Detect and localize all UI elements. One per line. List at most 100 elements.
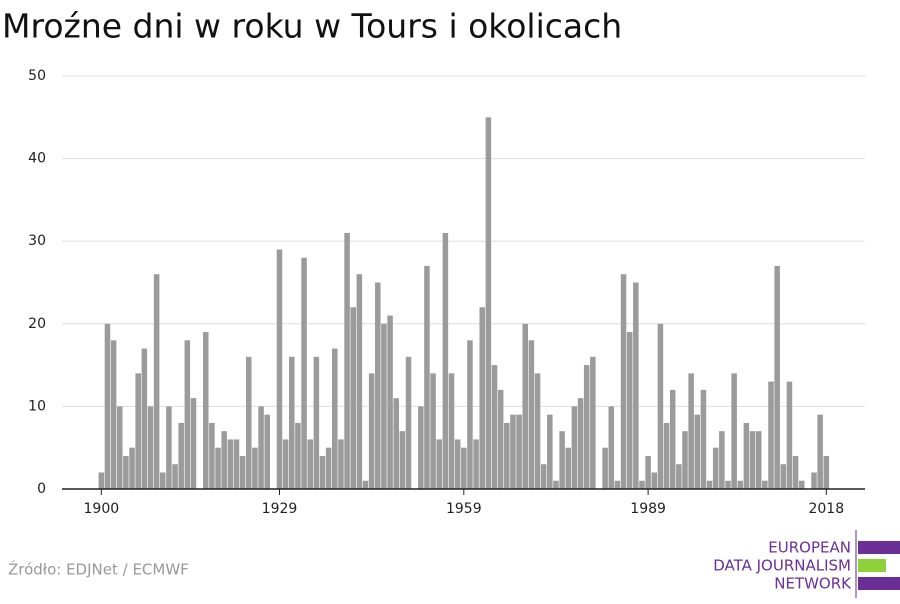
bar — [215, 447, 221, 489]
bar — [276, 249, 283, 489]
bar — [430, 373, 436, 489]
bar — [669, 389, 676, 489]
bar — [577, 398, 584, 489]
bar — [221, 431, 227, 489]
bar — [614, 480, 621, 489]
bar — [252, 447, 258, 489]
y-tick-label: 40 — [28, 151, 46, 167]
bar — [301, 257, 307, 489]
bar — [768, 381, 774, 489]
bar — [522, 323, 529, 489]
bar — [178, 422, 184, 489]
bar — [467, 340, 473, 489]
bar — [583, 365, 590, 489]
y-tick-label: 10 — [28, 398, 46, 414]
bar — [602, 447, 608, 489]
logo-text: EUROPEAN — [768, 539, 851, 557]
bar — [663, 422, 670, 489]
bar — [141, 348, 148, 489]
bar — [375, 282, 381, 489]
bar — [319, 455, 326, 489]
bar — [762, 480, 768, 489]
logo-bar — [858, 559, 886, 572]
chart-title: Mroźne dni w roku w Tours i okolicach — [2, 7, 622, 46]
bar — [448, 373, 455, 489]
bar — [571, 406, 578, 489]
bar — [755, 431, 762, 489]
bar — [344, 232, 350, 489]
bar — [473, 439, 479, 489]
y-tick-label: 20 — [28, 316, 46, 332]
y-tick-label: 30 — [28, 233, 46, 249]
bar — [712, 447, 719, 489]
bar — [424, 265, 430, 489]
bar — [454, 439, 461, 489]
bar — [657, 323, 664, 489]
bar — [356, 274, 363, 489]
bar — [282, 439, 289, 489]
bar — [381, 323, 387, 489]
bar — [332, 348, 338, 489]
bar — [510, 414, 516, 489]
bar — [159, 472, 166, 489]
bar — [694, 414, 701, 489]
bar — [147, 406, 154, 489]
bar — [798, 480, 805, 489]
bar — [436, 439, 442, 489]
bar — [479, 307, 486, 489]
bar — [645, 455, 651, 489]
bar — [350, 307, 356, 489]
bar — [725, 480, 731, 489]
source: Źródło: EDJNet / ECMWF — [8, 560, 189, 579]
bar — [823, 455, 830, 489]
bar — [485, 117, 492, 490]
bar — [209, 422, 215, 489]
bar — [559, 431, 565, 489]
bar — [608, 406, 615, 489]
bar — [313, 356, 320, 489]
bar — [792, 455, 799, 489]
bar — [706, 480, 713, 489]
bar — [399, 431, 406, 489]
bar — [239, 455, 246, 489]
y-tick-label: 0 — [37, 481, 46, 497]
bar — [166, 406, 172, 489]
bar — [190, 398, 197, 489]
bar — [504, 422, 510, 489]
bar — [682, 431, 688, 489]
bar — [676, 464, 682, 489]
bar — [442, 232, 449, 489]
bar — [817, 414, 823, 489]
bar — [264, 414, 270, 489]
bar — [534, 373, 541, 489]
bar — [153, 274, 160, 489]
bar — [307, 439, 313, 489]
logo-bar — [858, 577, 900, 590]
bar — [731, 373, 737, 489]
bar — [780, 464, 787, 489]
bar — [749, 431, 756, 489]
bar — [737, 480, 744, 489]
bar — [135, 373, 141, 489]
bar — [553, 480, 559, 489]
bar — [203, 332, 209, 489]
bar — [700, 389, 707, 489]
bar — [184, 340, 191, 489]
bar — [258, 406, 264, 489]
bar — [98, 472, 105, 489]
logo-text: NETWORK — [774, 575, 852, 593]
x-tick-label: 2018 — [808, 501, 844, 517]
bar — [129, 447, 135, 489]
bar — [774, 265, 780, 489]
bar — [362, 480, 369, 489]
bar — [633, 282, 639, 489]
bar — [547, 414, 553, 489]
bar — [639, 480, 645, 489]
bar — [387, 315, 393, 489]
bar — [528, 340, 535, 489]
bar — [325, 447, 332, 489]
bar — [497, 389, 504, 489]
bar — [104, 323, 111, 489]
bar — [289, 356, 295, 489]
